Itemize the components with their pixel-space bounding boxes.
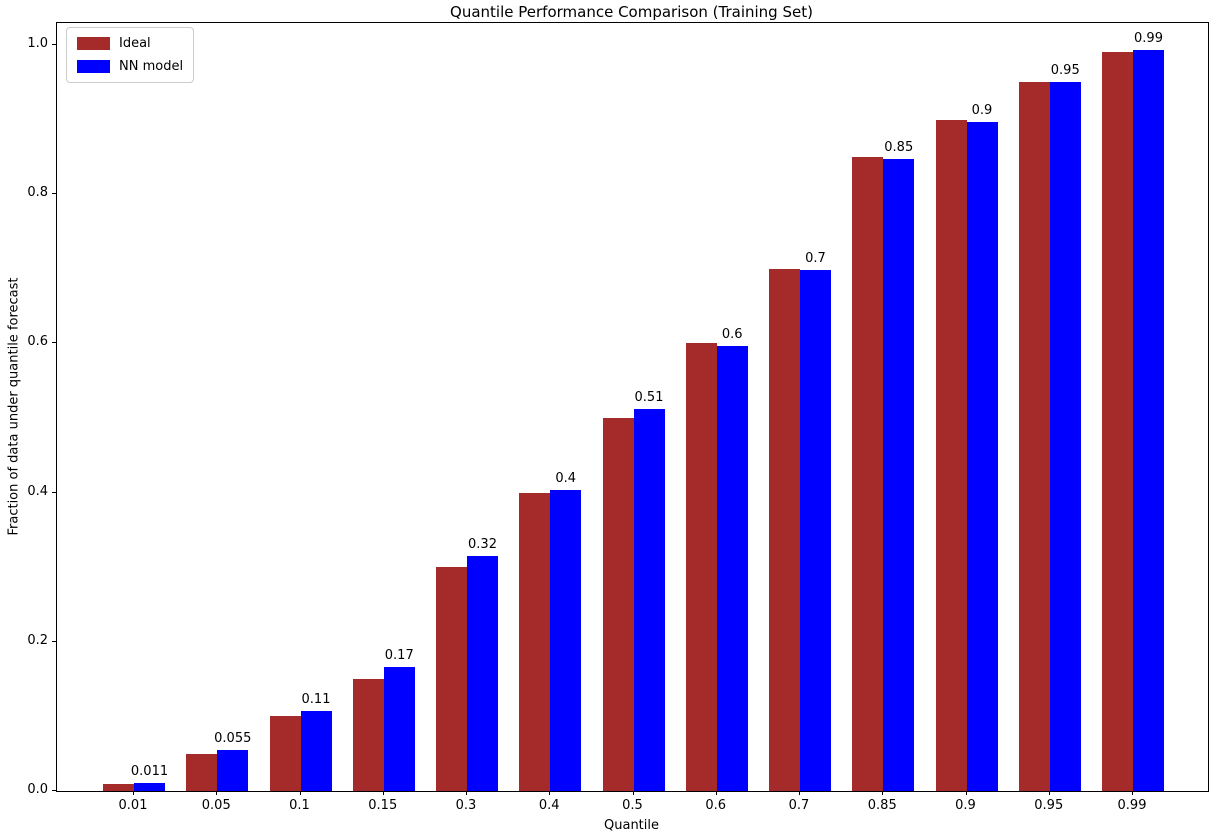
nn-model-bar <box>800 270 831 791</box>
x-tick-mark <box>216 791 218 795</box>
x-tick-label: 0.9 <box>955 798 976 813</box>
y-tick-label: 0.0 <box>27 782 48 797</box>
y-tick-mark <box>52 790 56 791</box>
x-tick-label: 0.15 <box>368 798 398 813</box>
nn-model-bar <box>134 783 165 791</box>
x-tick-mark <box>632 791 634 795</box>
x-tick-mark <box>965 791 967 795</box>
nn-model-bar <box>1049 82 1081 791</box>
x-tick-label: 0.3 <box>455 798 477 813</box>
nn-model-bar <box>633 409 665 791</box>
ideal-bar <box>186 754 218 791</box>
nn-model-bar <box>1133 50 1164 791</box>
ideal-bar <box>685 343 717 791</box>
legend-item-nn-model: NN model <box>77 59 183 74</box>
ideal-bar <box>103 784 134 791</box>
x-tick-label: 0.05 <box>201 798 231 813</box>
ideal-bar <box>1018 82 1050 791</box>
x-tick-mark <box>1132 791 1133 795</box>
x-tick-label: 0.01 <box>118 798 148 813</box>
nn-model-bar <box>550 490 582 791</box>
bar-value-label: 0.32 <box>468 537 497 552</box>
x-tick-label: 0.99 <box>1117 798 1147 813</box>
legend-item-ideal: Ideal <box>77 36 183 51</box>
y-tick-label: 1.0 <box>27 36 48 51</box>
x-tick-mark <box>299 791 301 795</box>
bar-value-label: 0.85 <box>884 140 914 155</box>
bar-value-label: 0.6 <box>721 327 743 342</box>
x-tick-mark <box>382 791 384 795</box>
y-tick-mark <box>52 641 56 642</box>
plot-area: 0.011 0.055 0.11 0.17 0.32 0.4 0.51 0.6 0.7 0.85 0… <box>56 22 1209 792</box>
x-tick-mark <box>466 791 467 795</box>
y-tick-label: 0.2 <box>27 633 48 648</box>
bar-value-label: 0.99 <box>1134 31 1163 46</box>
bar-value-label: 0.4 <box>555 471 577 486</box>
ideal-bar <box>519 493 551 791</box>
chart-title: Quantile Performance Comparison (Trainin… <box>450 3 813 21</box>
nn-model-bar <box>966 122 998 791</box>
ideal-bar <box>436 567 467 791</box>
legend-swatch-ideal-icon <box>77 37 110 50</box>
y-tick-mark <box>52 44 56 45</box>
nn-model-bar <box>383 667 415 791</box>
nn-model-bar <box>300 711 332 791</box>
x-tick-label: 0.85 <box>867 798 897 813</box>
bar-value-label: 0.055 <box>214 731 252 746</box>
x-tick-mark <box>715 791 717 795</box>
bar-value-label: 0.11 <box>301 692 331 707</box>
bar-value-label: 0.9 <box>971 103 993 118</box>
x-tick-mark <box>1048 791 1050 795</box>
bar-value-label: 0.011 <box>130 764 169 779</box>
legend: Ideal NN model <box>66 27 195 83</box>
y-tick-label: 0.4 <box>27 484 48 499</box>
ideal-bar <box>852 157 884 791</box>
x-tick-mark <box>133 791 134 795</box>
y-tick-label: 0.8 <box>27 185 48 200</box>
y-tick-mark <box>52 492 56 493</box>
legend-label-ideal: Ideal <box>119 36 151 51</box>
bar-value-label: 0.51 <box>634 390 664 405</box>
ideal-bar <box>769 269 800 791</box>
bar-value-label: 0.7 <box>805 251 826 266</box>
x-tick-label: 0.1 <box>289 798 310 813</box>
x-tick-label: 0.4 <box>538 798 560 813</box>
x-tick-label: 0.7 <box>788 798 810 813</box>
bar-value-label: 0.17 <box>384 648 414 663</box>
legend-swatch-nn-model-icon <box>77 60 110 73</box>
legend-label-nn-model: NN model <box>119 59 184 74</box>
ideal-bar <box>602 418 634 791</box>
x-tick-label: 0.6 <box>705 798 727 813</box>
y-tick-mark <box>52 342 56 343</box>
nn-model-bar <box>716 346 748 791</box>
y-tick-mark <box>52 193 56 194</box>
x-tick-mark <box>882 791 884 795</box>
bar-value-label: 0.95 <box>1050 63 1080 78</box>
ideal-bar <box>935 120 967 791</box>
ideal-bar <box>352 679 384 791</box>
ideal-bar <box>269 716 301 791</box>
x-tick-mark <box>799 791 800 795</box>
nn-model-bar <box>217 750 249 791</box>
y-axis-label: Fraction of data under quantile forecast <box>6 277 22 536</box>
nn-model-bar <box>467 556 498 791</box>
x-tick-mark <box>549 791 551 795</box>
x-axis-label: Quantile <box>604 818 659 833</box>
y-tick-label: 0.6 <box>27 334 48 349</box>
x-tick-label: 0.95 <box>1034 798 1064 813</box>
ideal-bar <box>1102 52 1133 791</box>
nn-model-bar <box>883 159 915 791</box>
x-tick-label: 0.5 <box>622 798 643 813</box>
